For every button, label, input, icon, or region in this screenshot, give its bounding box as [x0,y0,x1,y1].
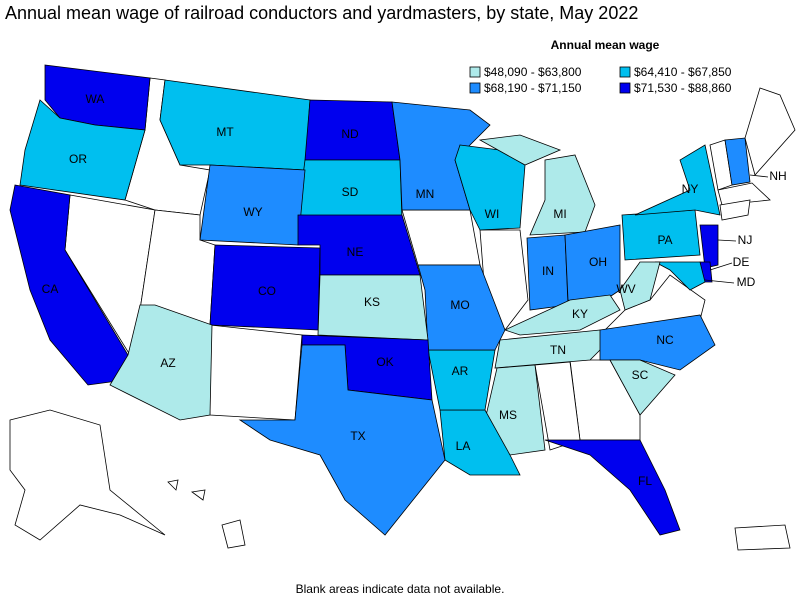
state-label: SC [632,368,649,382]
state-label: WY [243,205,262,219]
legend-label: $68,190 - $71,150 [484,81,582,95]
state [734,524,791,551]
legend-title: Annual mean wage [551,38,660,52]
state [238,344,446,536]
state-label: NY [682,182,699,196]
state-label: MO [450,298,469,312]
legend-label: $48,090 - $63,800 [484,65,582,79]
legend: $48,090 - $63,800 $64,410 - $67,850 $68,… [469,65,732,95]
state-label: KY [572,307,588,321]
state [699,224,719,269]
state-label: MS [499,408,517,422]
state [221,519,246,549]
state-label: KS [364,295,380,309]
state-label: PA [657,233,672,247]
state-label: TX [350,429,365,443]
leader-lines [704,174,769,284]
leader-line [704,279,735,284]
state-label: CO [258,284,276,298]
state-label: NE [347,245,364,259]
leader-line [749,174,769,178]
state-label: NC [656,333,674,347]
state [503,294,621,336]
legend-swatch [619,66,631,78]
legend-label: $64,410 - $67,850 [634,65,732,79]
state [19,99,146,201]
state [478,134,562,166]
state [719,199,751,221]
state [744,87,796,176]
legend-label: $71,530 - $88,860 [634,81,732,95]
footnote: Blank areas indicate data not available. [296,582,505,596]
state-label: FL [638,474,652,488]
state [417,264,506,351]
state [190,489,206,501]
state [167,479,179,491]
legend-swatch [469,66,481,78]
state-label: CA [42,282,59,296]
state-label: TN [550,343,566,357]
state [9,184,129,386]
state-label: OK [376,355,393,369]
state-label: NJ [738,233,753,247]
state-label: SD [342,185,359,199]
state [634,144,721,216]
state [209,244,321,331]
state-label: ND [341,127,359,141]
states [9,64,796,551]
leader-line [717,239,737,242]
state-label: IN [542,264,554,278]
state [209,324,303,421]
state [544,439,681,536]
state-label: WV [616,282,635,296]
state [609,359,676,416]
state-label: MD [737,275,756,289]
state-label: AR [452,364,469,378]
state-label: MT [216,125,234,139]
state [619,261,661,311]
state-label: WI [485,207,500,221]
state-label: MI [553,207,566,221]
state-label: WA [86,92,105,106]
state-label: NH [769,169,786,183]
state-label: MN [416,187,435,201]
state [599,314,716,371]
map-title: Annual mean wage of railroad conductors … [5,3,638,23]
state [529,154,596,236]
state-label: LA [456,439,471,453]
state [427,349,496,411]
state [717,182,771,206]
state [654,261,706,291]
legend-swatch [619,82,631,94]
legend-swatch [469,82,481,94]
state [109,304,213,421]
state [9,409,166,541]
state-labels: WA CA ND NE CO OK NJ DE FL OR MT SD WI N… [42,92,787,488]
state-label: AZ [160,356,175,370]
state [724,137,751,186]
leader-line [709,262,733,271]
state-label: OH [589,255,607,269]
state [159,79,311,171]
state-label: OR [69,152,87,166]
state [484,364,546,456]
state-label: DE [733,255,750,269]
